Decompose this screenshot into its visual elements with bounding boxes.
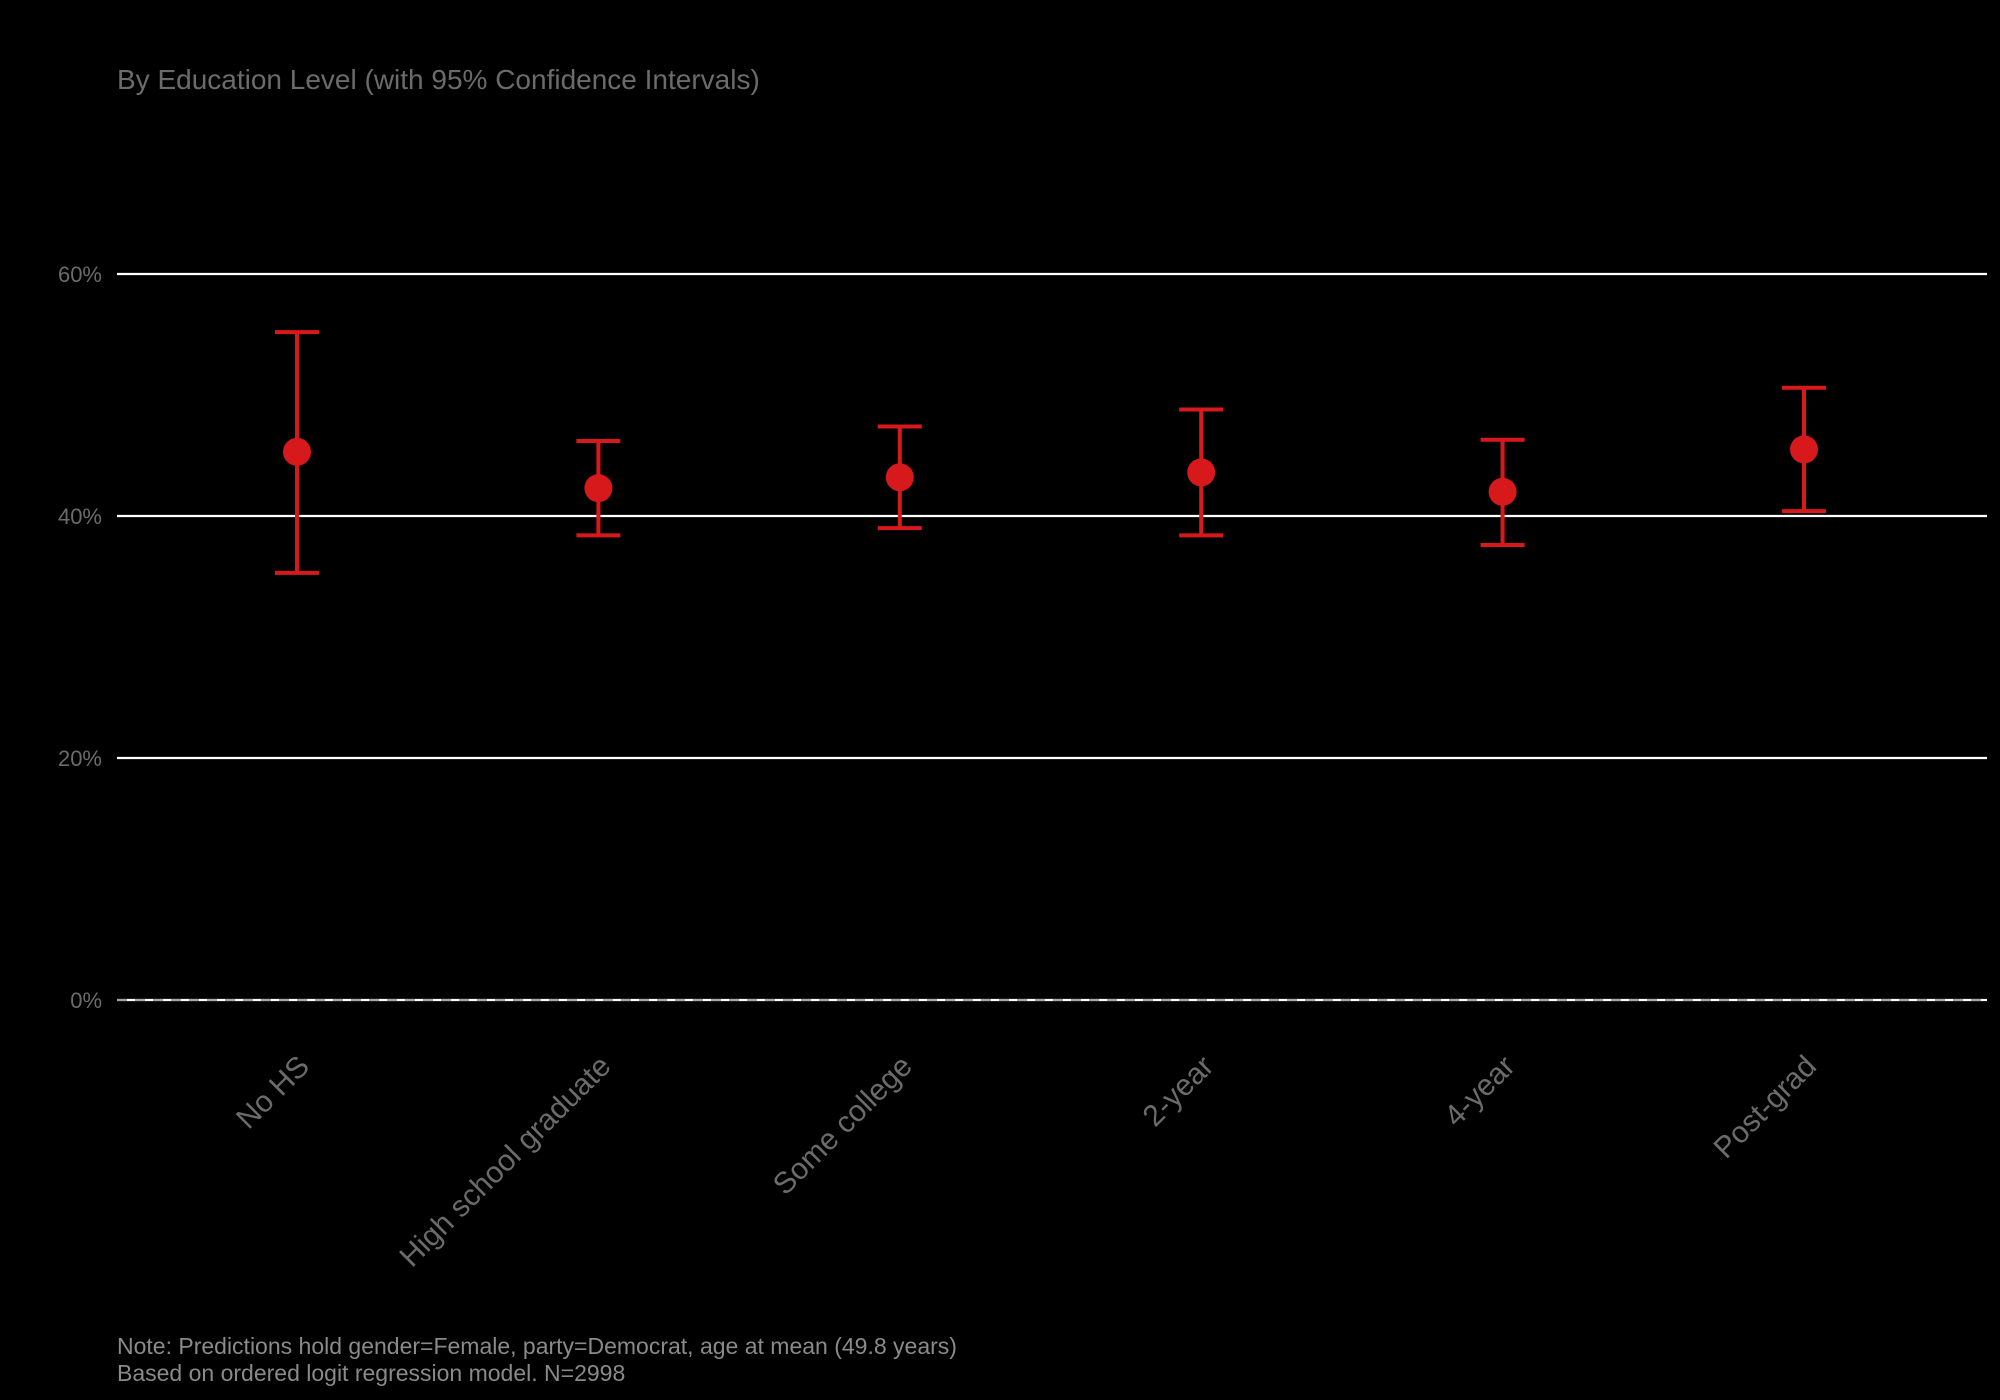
y-tick-label-40: 40% bbox=[58, 504, 102, 529]
y-axis-ticks: 0% 20% 40% 60% bbox=[58, 262, 102, 1013]
y-tick-label-20: 20% bbox=[58, 746, 102, 771]
chart-subtitle: By Education Level (with 95% Confidence … bbox=[117, 64, 760, 95]
data-point-some-college bbox=[885, 463, 914, 492]
y-tick-label-0: 0% bbox=[70, 988, 102, 1013]
data-points bbox=[283, 435, 1818, 506]
data-point-4-year bbox=[1488, 477, 1517, 506]
data-point-post-grad bbox=[1790, 435, 1818, 464]
data-point-high-school-graduate bbox=[584, 474, 613, 503]
y-tick-label-60: 60% bbox=[58, 262, 102, 287]
grid-layer bbox=[117, 272, 1987, 1002]
data-point-2-year bbox=[1187, 458, 1216, 487]
data-point-no-hs bbox=[283, 437, 311, 466]
caption-line-2: Based on ordered logit regression model.… bbox=[117, 1360, 625, 1386]
caption-line-1: Note: Predictions hold gender=Female, pa… bbox=[117, 1333, 957, 1359]
